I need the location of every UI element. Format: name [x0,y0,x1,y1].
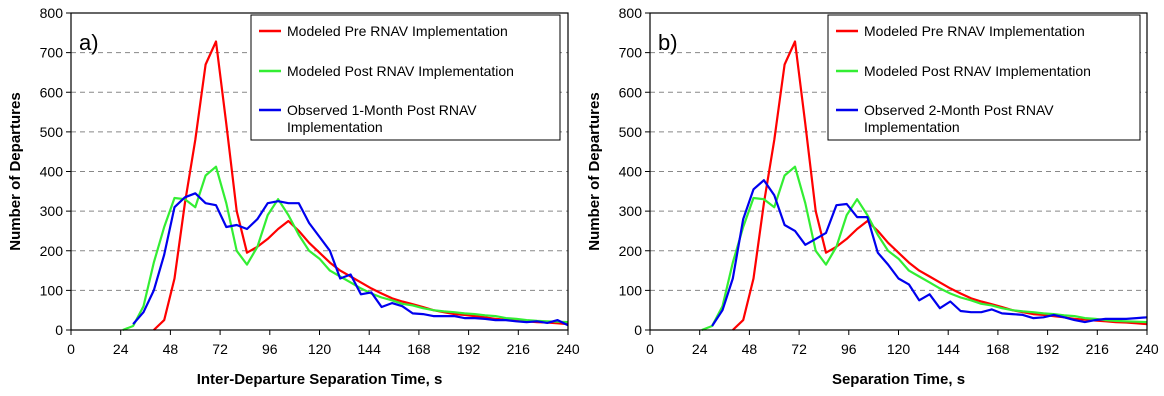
y-tick-label: 500 [40,124,64,140]
x-tick-label: 0 [67,341,75,357]
panel-label: a) [79,30,99,55]
legend-label-2: Modeled Post RNAV Implementation [864,63,1091,79]
x-tick-label: 0 [646,341,654,357]
x-tick-label: 120 [887,341,911,357]
y-tick-label: 300 [619,203,643,219]
x-axis-title: Inter-Departure Separation Time, s [197,371,443,388]
x-tick-label: 144 [358,341,382,357]
legend-label-1: Modeled Pre RNAV Implementation [287,23,508,39]
series-line-3 [132,192,569,327]
y-tick-label: 400 [40,164,64,180]
y-tick-label: 300 [40,203,64,219]
x-tick-label: 144 [937,341,961,357]
x-tick-label: 24 [113,341,129,357]
legend: Modeled Pre RNAV Implementation Modeled P… [827,14,1141,141]
y-tick-label: 0 [634,322,642,338]
y-tick-label: 200 [40,243,64,259]
y-axis-title: Number of Departures [586,92,603,250]
y-tick-label: 800 [619,5,643,21]
y-tick-label: 600 [40,84,64,100]
x-tick-label: 48 [163,341,179,357]
y-tick-label: 100 [40,282,64,298]
legend-label-3: Observed 1-Month Post RNAV Implementation [287,102,477,135]
y-tick-label: 800 [40,5,64,21]
y-tick-label: 0 [55,322,63,338]
legend-box [827,14,1141,141]
y-tick-label: 500 [619,124,643,140]
series-line-1 [732,40,1148,331]
y-tick-label: 200 [619,243,643,259]
y-tick-label: 400 [619,164,643,180]
x-tick-label: 48 [742,341,758,357]
plot-frame [649,12,1148,331]
chart-panel-1: 0 100 200 300 400 500 600 700 800 0 24 48 72 96 120 144… [7,5,580,388]
legend-box [250,14,561,141]
x-tick-label: 240 [556,341,580,357]
x-tick-label: 24 [692,341,708,357]
x-tick-label: 120 [308,341,332,357]
x-tick-label: 96 [841,341,857,357]
panel-label: b) [658,30,678,55]
x-tick-label: 96 [262,341,278,357]
series-line-3 [711,179,1148,327]
x-tick-label: 216 [507,341,531,357]
y-tick-label: 700 [40,45,64,61]
x-tick-label: 72 [212,341,228,357]
x-tick-label: 72 [791,341,807,357]
x-tick-label: 168 [407,341,431,357]
x-tick-label: 240 [1135,341,1159,357]
y-tick-label: 700 [619,45,643,61]
y-axis-title: Number of Departures [7,92,24,250]
legend: Modeled Pre RNAV Implementation Modeled P… [250,14,561,141]
chart-panel-2: 0 100 200 300 400 500 600 700 800 0 24 48 72 96 120 144… [586,5,1159,388]
x-tick-label: 192 [457,341,481,357]
legend-label-1: Modeled Pre RNAV Implementation [864,23,1085,39]
x-axis-title: Separation Time, s [832,371,965,388]
series-line-2 [122,165,569,332]
plot-frame [70,12,569,331]
legend-label-2: Modeled Post RNAV Implementation [287,63,514,79]
y-tick-label: 600 [619,84,643,100]
x-tick-label: 216 [1086,341,1110,357]
x-tick-label: 168 [986,341,1010,357]
x-tick-label: 192 [1036,341,1060,357]
legend-label-3: Observed 2-Month Post RNAV Implementation [864,102,1054,135]
y-tick-label: 100 [619,282,643,298]
